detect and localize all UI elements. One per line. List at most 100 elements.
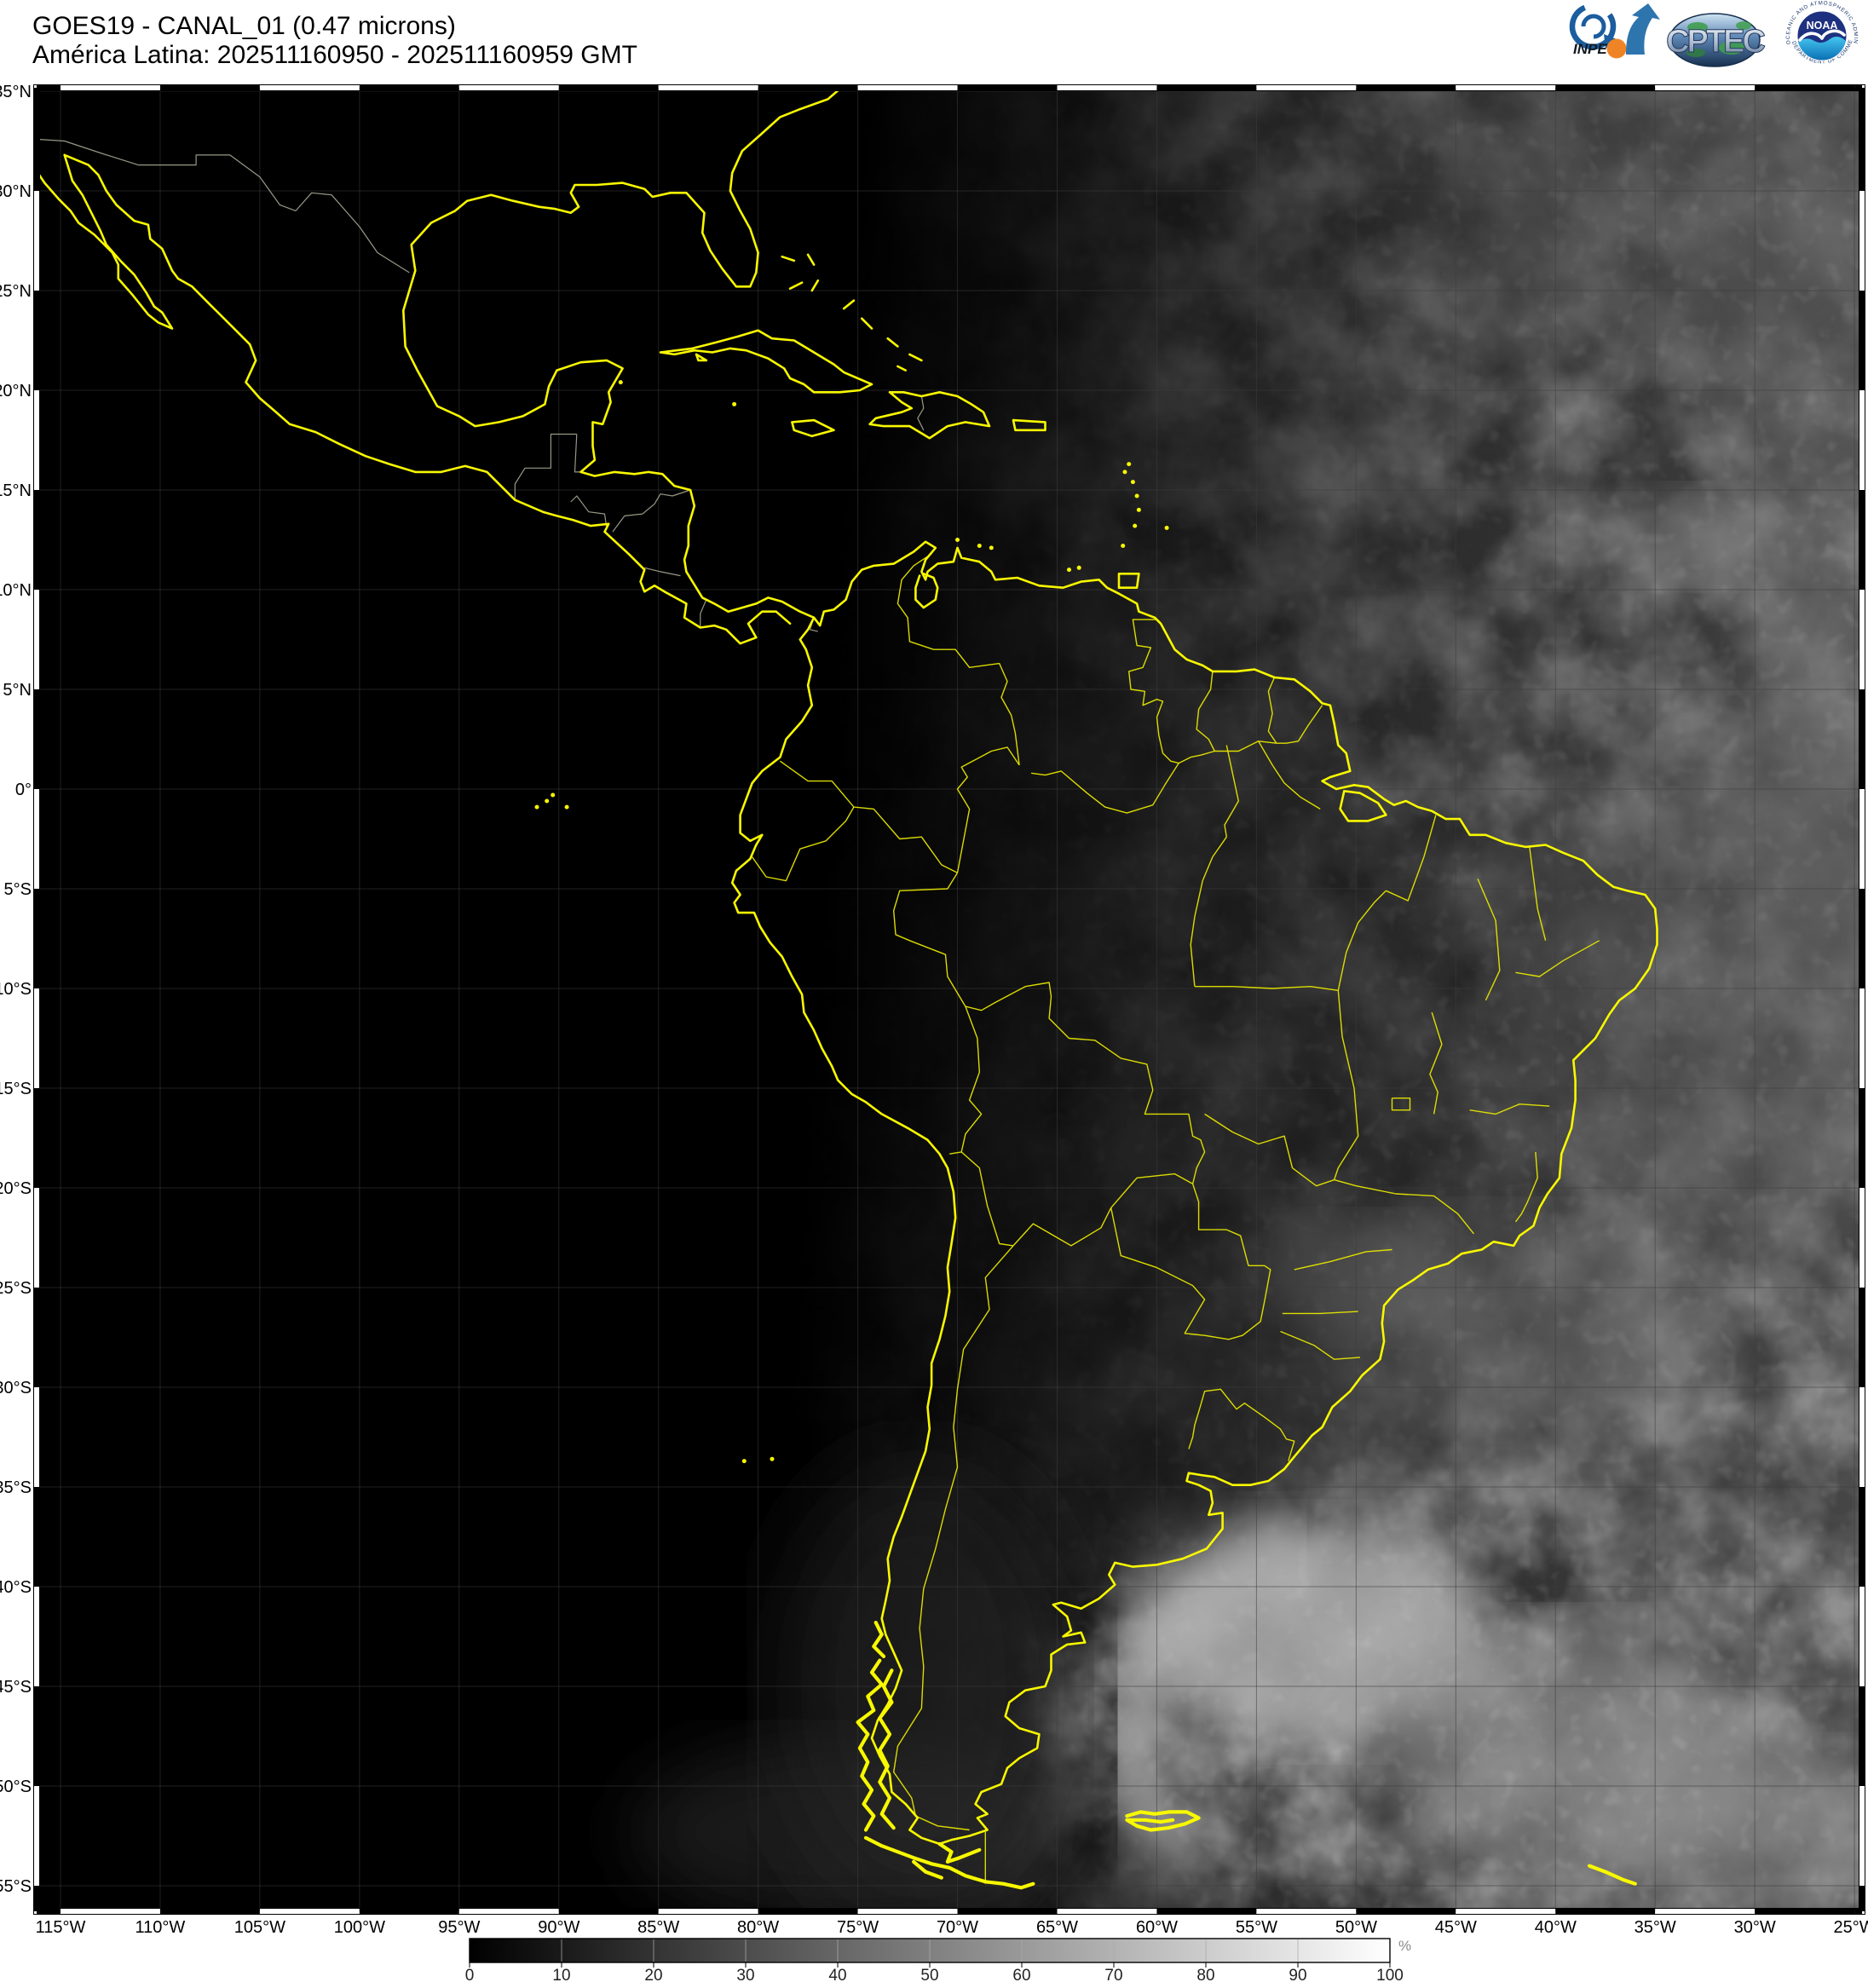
border-line xyxy=(1224,745,1240,838)
border-line-gray xyxy=(570,495,608,528)
colorbar-tick-label: 0 xyxy=(465,1967,475,1984)
colorbar-tick-label: 80 xyxy=(1196,1967,1214,1984)
island-coastline xyxy=(788,281,804,291)
latitude-label: 55°S xyxy=(0,1877,32,1896)
longitude-label: 50°W xyxy=(1335,1918,1377,1937)
longitude-label: 105°W xyxy=(234,1918,285,1937)
colorbar-tick-label: 10 xyxy=(552,1967,570,1984)
rugged-coastline xyxy=(872,1620,886,1659)
longitude-label: 100°W xyxy=(334,1918,385,1937)
island-coastline xyxy=(781,255,796,262)
map-frame xyxy=(33,84,1865,1915)
border-line xyxy=(1280,1330,1361,1360)
island-dot xyxy=(1127,462,1132,467)
cloud-field xyxy=(37,88,1862,1911)
cptec-land-icon xyxy=(1719,41,1744,55)
colorbar-tick-label: 20 xyxy=(644,1967,662,1984)
border-line xyxy=(1337,890,1387,991)
longitude-label: 55°W xyxy=(1236,1918,1277,1937)
longitude-label: 115°W xyxy=(36,1918,86,1937)
island-dot xyxy=(770,1456,775,1461)
reflectance-colorbar: 0 10 20 30 40 50 60 70 80 90 100 % xyxy=(465,1938,1411,1985)
political-borders-yellow xyxy=(752,553,1600,1884)
colorbar-tick-label: 100 xyxy=(1376,1967,1404,1984)
frame-outer-outline xyxy=(33,84,1865,1915)
inpe-inner-swirl-icon xyxy=(1581,14,1606,39)
island-coastline xyxy=(914,572,939,609)
latitude-label: 30°N xyxy=(0,182,32,201)
border-line xyxy=(1333,990,1359,1180)
island-dot xyxy=(977,544,982,548)
island-coastline xyxy=(897,365,907,372)
latitude-label: 25°S xyxy=(0,1279,32,1298)
political-borders-gray xyxy=(37,138,925,632)
island-dot xyxy=(1121,544,1126,548)
island-dot xyxy=(741,1459,747,1464)
latitude-label: 30°S xyxy=(0,1379,32,1397)
border-line xyxy=(1188,1388,1295,1461)
border-line xyxy=(892,1245,1014,1831)
island-coastline xyxy=(791,418,835,438)
rugged-coastline xyxy=(863,1835,1035,1890)
border-line-gray xyxy=(700,599,707,628)
border-line xyxy=(1514,1151,1538,1223)
graticule xyxy=(37,88,1862,1911)
border-line xyxy=(960,1151,1014,1247)
logo-cptec: CPTEC xyxy=(1666,13,1768,67)
border-line xyxy=(779,760,958,873)
island-dot xyxy=(1122,470,1127,475)
border-line xyxy=(1386,815,1437,902)
island-coastline xyxy=(842,299,856,310)
longitude-labels: 115°W 110°W 105°W 100°W 95°W 90°W 85°W 80°W 75°W… xyxy=(36,1918,1868,1937)
island-coastline xyxy=(908,353,923,362)
border-line xyxy=(1282,1311,1358,1315)
rugged-coastline xyxy=(1587,1864,1637,1886)
border-line-gray xyxy=(574,434,581,473)
coastline-path xyxy=(37,153,174,330)
longitude-label: 110°W xyxy=(135,1918,186,1937)
border-line xyxy=(1276,705,1323,744)
noaa-sea-icon xyxy=(1798,36,1846,61)
island-dot xyxy=(534,804,539,810)
colorbar-tick-label: 50 xyxy=(920,1967,938,1984)
zebra-border xyxy=(34,85,1865,1914)
colorbar-tick-label: 70 xyxy=(1104,1967,1122,1984)
island-coastline xyxy=(1117,572,1140,590)
border-line xyxy=(1204,1113,1335,1187)
inpe-swirl-icon xyxy=(1569,3,1617,50)
island-dot xyxy=(1067,568,1071,573)
cptec-land-icon xyxy=(1687,22,1708,32)
inpe-wordmark: INPE xyxy=(1573,41,1607,57)
border-line-gray xyxy=(514,433,577,500)
border-line-gray xyxy=(37,138,410,274)
border-line-gray xyxy=(612,489,691,533)
latitude-label: 50°S xyxy=(0,1778,32,1796)
island-dot xyxy=(564,804,569,810)
satellite-map: 35°N 30°N 25°N 20°N 15°N 10°N 5°N 0° 5°S 10°S 15°S… xyxy=(0,83,1868,1937)
island-coastline xyxy=(868,390,991,440)
rugged-coastline xyxy=(937,1841,982,1864)
border-line xyxy=(752,806,855,882)
latitude-label: 0° xyxy=(15,781,32,799)
coastline-path xyxy=(410,88,843,288)
border-line xyxy=(1267,677,1277,744)
border-line xyxy=(965,982,1206,1184)
latitude-labels: 35°N 30°N 25°N 20°N 15°N 10°N 5°N 0° 5°S 10°S 15°S… xyxy=(0,83,32,1896)
border-line xyxy=(892,872,966,1007)
twilight-glow xyxy=(775,1466,1065,1909)
island-dot xyxy=(732,401,737,406)
longitude-label: 40°W xyxy=(1535,1918,1577,1937)
border-line xyxy=(1529,846,1547,941)
rugged-coastline xyxy=(1125,1810,1201,1832)
logo-inpe: INPE xyxy=(1569,3,1660,59)
border-line xyxy=(897,553,1020,765)
noaa-wordmark: NOAA xyxy=(1807,20,1838,32)
border-line xyxy=(1110,1184,1271,1340)
border-line xyxy=(1127,619,1179,764)
island-dot xyxy=(1136,507,1141,512)
coastline-path xyxy=(401,269,816,619)
coastline-south-america xyxy=(730,540,1658,1846)
latitude-label: 35°S xyxy=(0,1478,32,1497)
border-line xyxy=(956,746,1020,873)
coastlines xyxy=(37,88,1658,1890)
